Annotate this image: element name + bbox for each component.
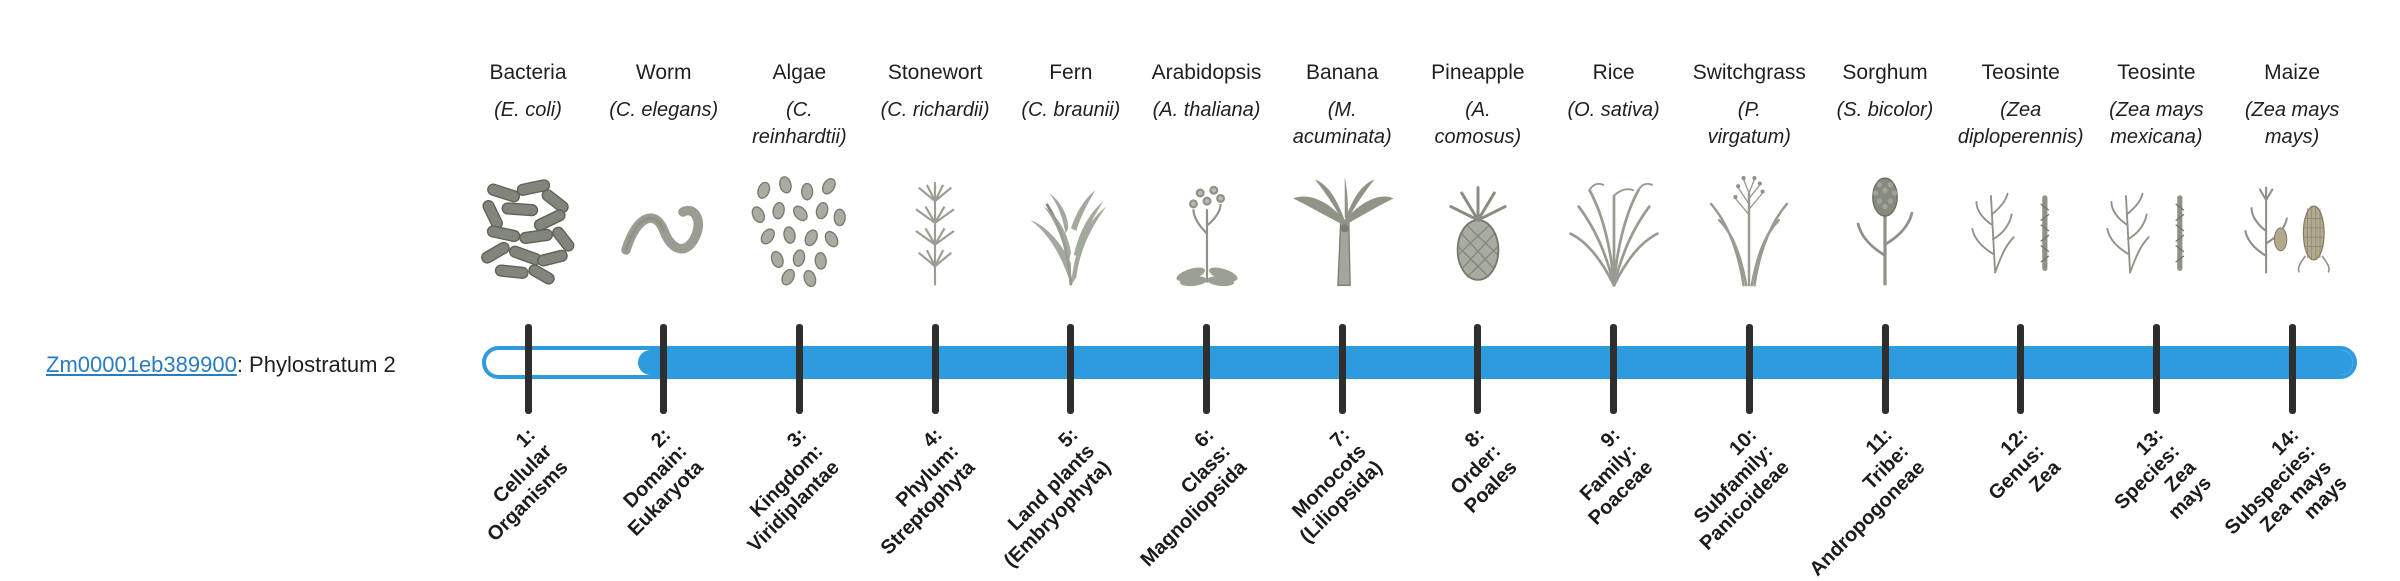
sorghum-icon [1828, 174, 1942, 288]
species-scientific-name: (C. braunii) [1021, 99, 1121, 122]
species-scientific-name: (C. elegans) [609, 99, 719, 122]
switchgrass-icon [1692, 174, 1806, 288]
worm-icon [607, 174, 721, 288]
phylostratum-tick [1338, 324, 1346, 414]
species-scientific-name: (E. coli) [494, 99, 562, 122]
teosinte-icon [1964, 174, 2078, 288]
species-common-name: Bacteria [489, 61, 567, 84]
phylostratum-tick [524, 324, 532, 414]
phylostratum-tick [2152, 324, 2160, 414]
phylostratum-tick [795, 324, 803, 414]
phylostratum-tick [931, 324, 939, 414]
species-common-name: Worm [635, 61, 692, 84]
species-scientific-name: (P. virgatum) [1707, 99, 1791, 149]
fern-icon [1014, 174, 1128, 288]
phylostratum-axis-label: 6: Class: Magnoliopsida [1135, 424, 1251, 571]
species-label: Pineapple (A. comosus) [1393, 60, 1563, 151]
phylostratum-axis-label: 3: Kingdom: Viridiplantae [743, 424, 844, 557]
algae-icon [742, 174, 856, 288]
pineapple-icon [1421, 174, 1535, 288]
phylostratum-axis-label: 9: Family: Poaceae [1576, 424, 1658, 530]
species-scientific-name: (A. thaliana) [1152, 99, 1261, 122]
phylostratum-tick [2017, 324, 2025, 414]
gene-phylostratum-suffix: : Phylostratum 2 [236, 352, 396, 377]
species-common-name: Algae [772, 61, 827, 84]
phylostratum-axis-label: 7: Monocots (Liliopsida) [1287, 424, 1386, 548]
species-common-name: Pineapple [1431, 61, 1525, 84]
species-scientific-name: (A. comosus) [1434, 99, 1522, 149]
species-label: Fern (C. braunii) [986, 60, 1156, 124]
species-scientific-name: (M. acuminata) [1292, 99, 1392, 149]
species-label: Switchgrass (P. virgatum) [1664, 60, 1834, 151]
banana-icon [1285, 174, 1399, 288]
phylostratum-axis-label: 11: Tribe: Andropogoneae [1804, 424, 1929, 581]
species-common-name: Fern [1049, 61, 1093, 84]
phylostrata-bar-fill [638, 350, 2353, 375]
phylostratum-axis-label: 4: Phylum: Streptophyta [876, 424, 979, 560]
species-scientific-name: (Zea mays mexicana) [2109, 99, 2204, 149]
phylostratum-tick [1881, 324, 1889, 414]
phylostratum-axis-label: 8: Order: Poales [1446, 424, 1522, 518]
species-scientific-name: (C. richardii) [880, 99, 990, 122]
teosinte-icon [2099, 174, 2213, 288]
gene-id-link[interactable]: Zm00001eb389900 [46, 352, 237, 377]
gene-label: Zm00001eb389900: Phylostratum 2 [46, 352, 396, 378]
species-common-name: Banana [1305, 61, 1379, 84]
species-scientific-name: (O. sativa) [1567, 99, 1660, 122]
phylostratum-tick [2288, 324, 2296, 414]
species-label: Rice (O. sativa) [1529, 60, 1699, 124]
species-label: Stonewort (C. richardii) [850, 60, 1020, 124]
arabidopsis-icon [1150, 174, 1264, 288]
species-label: Banana (M. acuminata) [1257, 60, 1427, 151]
phylostratum-axis-label: 13: Species: Zea mays [2110, 424, 2217, 525]
species-label: Sorghum (S. bicolor) [1800, 60, 1970, 124]
species-label: Maize (Zea mays mays) [2207, 60, 2377, 151]
phylostratum-axis-label: 12: Genus: Zea [1984, 424, 2065, 505]
species-label: Worm (C. elegans) [579, 60, 749, 124]
species-common-name: Sorghum [1842, 61, 1928, 84]
species-common-name: Rice [1592, 61, 1635, 84]
phylostratum-axis-label: 1: Cellular Organisms [482, 424, 572, 546]
phylostratum-axis-label: 5: Land plants (Embryophyta) [999, 424, 1115, 572]
species-common-name: Switchgrass [1692, 61, 1806, 84]
species-common-name: Arabidopsis [1151, 61, 1262, 84]
species-common-name: Teosinte [2117, 61, 2196, 84]
species-label: Teosinte (Zea diploperennis) [1936, 60, 2106, 151]
species-label: Teosinte (Zea mays mexicana) [2071, 60, 2241, 151]
species-common-name: Teosinte [1981, 61, 2060, 84]
species-label: Algae (C. reinhardtii) [714, 60, 884, 151]
phylostratum-tick [660, 324, 668, 414]
maize-icon [2235, 174, 2349, 288]
phylostrata-bar [482, 346, 2357, 379]
species-label: Bacteria (E. coli) [443, 60, 613, 124]
phylostratum-tick [1745, 324, 1753, 414]
phylostratum-axis-label: 10: Subfamily: Panicoideae [1689, 424, 1794, 555]
phylostratum-tick [1610, 324, 1618, 414]
phylostratum-axis-label: 2: Domain: Eukaryota [619, 424, 708, 541]
species-scientific-name: (Zea mays mays) [2244, 99, 2340, 149]
phylostratum-tick [1203, 324, 1210, 414]
stonewort-icon [878, 174, 992, 288]
phylostratum-tick [1474, 324, 1482, 414]
phylostratum-axis-label: 14: Subspecies: Zea mays mays [2220, 424, 2353, 539]
species-scientific-name: (C. reinhardtii) [752, 99, 847, 149]
species-common-name: Stonewort [887, 61, 983, 84]
phylostratum-tick [1067, 324, 1075, 414]
species-common-name: Maize [2264, 61, 2321, 84]
bacteria-icon [471, 174, 585, 288]
species-scientific-name: (Zea diploperennis) [1957, 99, 2084, 149]
species-scientific-name: (S. bicolor) [1836, 99, 1934, 122]
rice-icon [1557, 174, 1671, 288]
species-label: Arabidopsis (A. thaliana) [1122, 60, 1292, 124]
